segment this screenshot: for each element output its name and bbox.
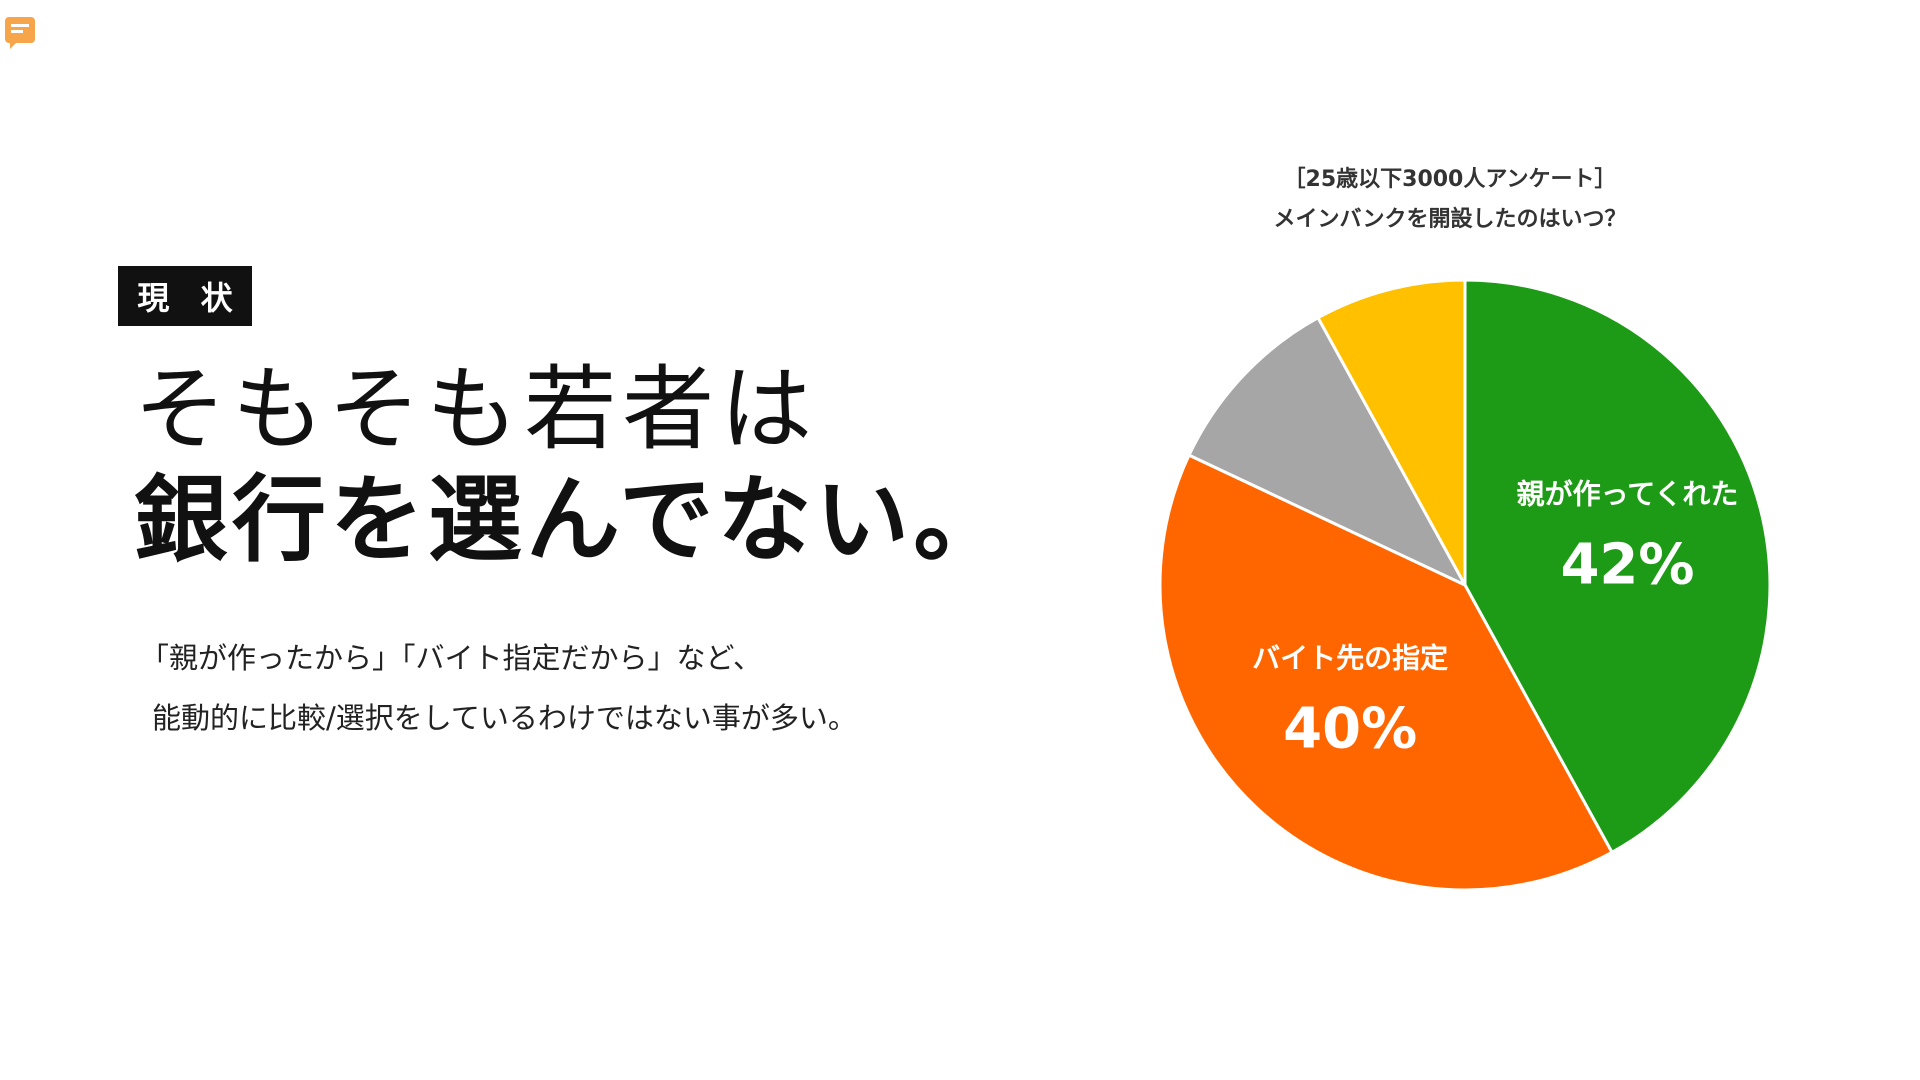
pie-slice-label-1: バイト先の指定 xyxy=(1252,641,1448,674)
pie-slice-value-0: 42% xyxy=(1560,532,1694,597)
headline-line-1: そもそも若者は xyxy=(134,356,819,463)
headline-line-2: 銀行を選んでない。 xyxy=(134,466,1012,575)
body-line-1: 「親が作ったから」「バイト指定だから」など、 xyxy=(140,641,763,675)
pie-slice-0 xyxy=(1463,278,1772,855)
pie-slice-value-1: 40% xyxy=(1283,696,1417,761)
chart-title: ［25歳以下3000人アンケート］ xyxy=(1283,167,1617,192)
body-text: 「親が作ったから」「バイト指定だから」など、 能動的に比較/選択をしているわけで… xyxy=(140,628,857,748)
pie-slice-1 xyxy=(1158,453,1614,892)
pie-slice-label-0: 親が作ってくれた xyxy=(1517,477,1739,510)
comment-icon[interactable] xyxy=(2,14,38,50)
chart-title-block: ［25歳以下3000人アンケート］ メインバンクを開設したのはいつ？ xyxy=(1160,160,1740,240)
body-line-2: 能動的に比較/選択をしているわけではない事が多い。 xyxy=(152,701,857,735)
pie-slice-3 xyxy=(1316,278,1467,586)
pie-slice-2 xyxy=(1187,315,1469,589)
status-badge: 現 状 xyxy=(118,266,252,326)
pie-chart: 親が作ってくれた 42% バイト先の指定 40% xyxy=(1158,278,1772,892)
chart-subtitle: メインバンクを開設したのはいつ？ xyxy=(1273,207,1627,232)
